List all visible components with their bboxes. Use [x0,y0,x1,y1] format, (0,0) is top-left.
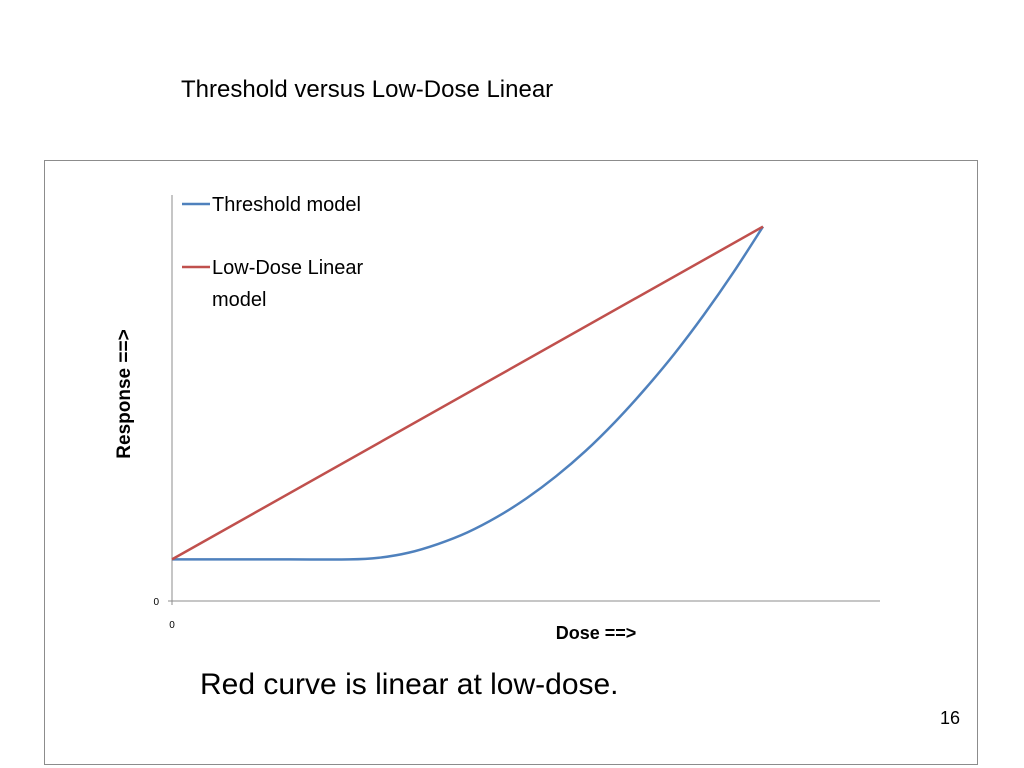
x-tick-label: 0 [169,620,175,631]
caption: Red curve is linear at low-dose. [200,668,619,701]
series-line-0 [172,225,765,561]
chart-series [171,225,765,561]
x-axis-title: Dose ==> [556,623,637,643]
slide-title: Threshold versus Low-Dose Linear [181,76,554,103]
chart-legend: Threshold model Low-Dose Linear model [182,194,364,311]
y-axis-title: Response ==> [114,329,135,458]
chart-labels: 0 0 Dose ==> Response ==> [114,329,636,643]
page-number: 16 [940,708,961,728]
y-tick-label: 0 [153,597,159,608]
chart-axes [168,195,880,605]
legend-label-0: Threshold model [212,194,361,216]
chart-frame [44,160,978,765]
legend-label-1: Low-Dose Linear model [212,257,364,311]
series-line-1 [171,225,764,561]
